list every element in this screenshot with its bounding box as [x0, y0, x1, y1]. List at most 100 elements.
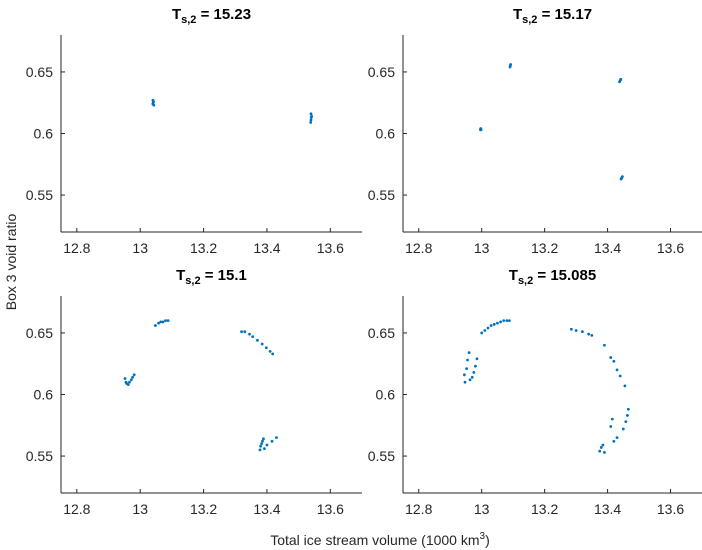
subplot-3: 12.8 13 13.2 13.4 13.6 0.55 0.6 0.65 Ts,2 = 15.1	[26, 267, 362, 517]
y-tick-label: 0.55	[368, 187, 395, 203]
title-subscript: s,2	[181, 14, 196, 26]
data-point	[621, 427, 625, 431]
subplot-1: 12.8 13 13.2 13.4 13.6 0.55 0.6 0.65 Ts,2 = 15.2…	[26, 6, 362, 256]
y-tick-label: 0.65	[26, 64, 53, 80]
data-point	[479, 128, 483, 132]
data-point	[166, 319, 170, 323]
data-point	[619, 77, 623, 81]
x-tick-label: 13.6	[317, 501, 344, 517]
x-tick-label: 12.8	[405, 501, 432, 517]
data-point	[128, 380, 131, 384]
title-value: = 15.17	[537, 6, 592, 23]
data-point	[310, 114, 314, 118]
data-point	[164, 319, 167, 323]
data-point	[256, 338, 259, 342]
data-point	[603, 450, 606, 454]
data-point	[124, 380, 128, 384]
data-point	[470, 375, 474, 379]
data-point	[507, 319, 511, 323]
x-tick-label: 13.2	[190, 240, 217, 256]
data-point	[618, 374, 622, 378]
subplot-title: Ts,2 = 15.17	[513, 6, 592, 26]
y-tick-label: 0.65	[368, 64, 395, 80]
title-symbol: T	[172, 6, 181, 23]
data-point	[610, 417, 614, 421]
x-tick-label: 13	[132, 501, 148, 517]
x-axis-label-prefix: Total ice stream volume (1000 km	[270, 532, 479, 548]
data-point	[264, 346, 268, 350]
data-point	[626, 407, 630, 411]
data-point	[275, 436, 278, 439]
data-point	[465, 367, 468, 371]
data-point	[258, 448, 262, 452]
subplot-grid: 12.8 13 13.2 13.4 13.6 0.55 0.6 0.65 Ts,2 = 15.2…	[26, 6, 702, 517]
data-point	[161, 320, 165, 324]
y-tick-label: 0.65	[368, 325, 395, 341]
data-point	[486, 326, 490, 330]
data-point	[601, 443, 605, 447]
x-tick-label: 13.4	[594, 501, 621, 517]
x-axis-label: Total ice stream volume (1000 km3)	[270, 531, 490, 548]
data-point	[502, 319, 506, 323]
x-tick-label: 13.6	[657, 501, 684, 517]
x-tick-label: 13	[132, 240, 148, 256]
title-value: = 15.1	[201, 267, 247, 284]
x-tick-label: 13.2	[531, 501, 558, 517]
data-point	[466, 358, 469, 362]
data-point	[509, 63, 513, 66]
y-tick-label: 0.6	[376, 387, 396, 403]
data-point	[270, 439, 274, 443]
data-point	[492, 322, 496, 326]
x-tick-label: 13.4	[594, 240, 621, 256]
data-point	[268, 350, 272, 353]
data-point	[157, 321, 160, 325]
data-point	[260, 442, 263, 446]
data-point	[240, 330, 244, 334]
data-point	[467, 351, 471, 355]
data-point	[152, 103, 156, 107]
data-point	[261, 439, 264, 443]
subplot-title: Ts,2 = 15.1	[176, 267, 247, 287]
x-tick-label: 13.4	[253, 240, 280, 256]
x-axis-label-superscript: 3	[480, 531, 486, 542]
data-point	[265, 443, 269, 447]
subplot-2: 12.8 13 13.2 13.4 13.6 0.55 0.6 0.65 Ts,2 = 15.1…	[368, 6, 702, 256]
data-point	[475, 357, 479, 361]
subplot-title: Ts,2 = 15.23	[172, 6, 251, 26]
x-tick-label: 13.6	[317, 240, 344, 256]
data-point	[615, 436, 619, 439]
data-point	[251, 335, 255, 339]
x-tick-label: 12.8	[405, 240, 432, 256]
title-value: = 15.23	[196, 6, 251, 23]
data-point	[262, 437, 265, 441]
title-subscript: s,2	[522, 14, 537, 26]
data-point	[248, 332, 251, 336]
data-point	[468, 378, 472, 382]
data-point	[590, 334, 594, 337]
data-point	[587, 332, 591, 336]
x-tick-label: 13	[474, 240, 490, 256]
subplot-4: 12.8 13 13.2 13.4 13.6 0.55 0.6 0.65 Ts,2 = 15.0…	[368, 267, 702, 517]
data-point	[609, 356, 613, 359]
x-tick-label: 13.4	[253, 501, 280, 517]
data-point	[574, 329, 578, 332]
data-point	[615, 368, 619, 372]
data-point	[126, 383, 130, 387]
y-tick-label: 0.65	[26, 325, 53, 341]
data-point	[129, 378, 133, 382]
data-point	[151, 98, 155, 102]
data-point	[612, 359, 616, 363]
data-point	[581, 330, 584, 334]
x-tick-label: 13.2	[190, 501, 217, 517]
data-point	[309, 121, 313, 124]
data-point	[462, 373, 466, 377]
title-subscript: s,2	[185, 275, 200, 287]
data-point	[496, 321, 499, 325]
data-point	[603, 343, 606, 347]
title-subscript: s,2	[518, 275, 533, 287]
data-point	[505, 319, 509, 323]
y-axis-label: Box 3 void ratio	[3, 214, 19, 311]
data-point	[309, 112, 313, 116]
data-point	[473, 364, 477, 368]
